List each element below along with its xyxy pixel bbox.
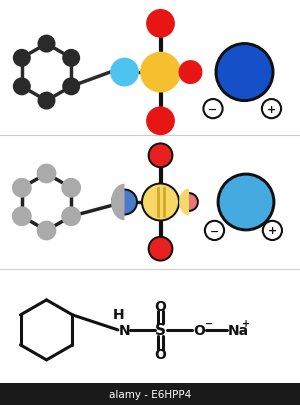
Ellipse shape [37, 164, 56, 184]
Ellipse shape [217, 173, 275, 232]
Ellipse shape [179, 193, 199, 212]
Ellipse shape [150, 145, 171, 167]
Text: H: H [113, 307, 124, 321]
Ellipse shape [150, 238, 171, 260]
Wedge shape [179, 189, 189, 216]
Ellipse shape [12, 179, 32, 198]
Ellipse shape [61, 179, 81, 198]
Text: O: O [154, 347, 166, 361]
Text: −: − [210, 226, 219, 236]
Ellipse shape [218, 46, 272, 100]
Ellipse shape [146, 107, 175, 136]
Ellipse shape [262, 100, 281, 119]
Ellipse shape [205, 221, 224, 241]
Text: N: N [119, 323, 130, 337]
Ellipse shape [178, 61, 203, 85]
Ellipse shape [220, 176, 272, 229]
Ellipse shape [61, 207, 81, 226]
Ellipse shape [148, 236, 173, 262]
Text: −: − [205, 318, 213, 328]
Ellipse shape [13, 50, 31, 68]
Text: alamy - E6HPP4: alamy - E6HPP4 [109, 389, 191, 399]
Ellipse shape [111, 189, 138, 216]
Text: Na: Na [228, 323, 249, 337]
Text: O: O [154, 299, 166, 313]
Ellipse shape [203, 100, 223, 119]
Text: O: O [194, 323, 206, 337]
Ellipse shape [38, 36, 56, 53]
Ellipse shape [110, 59, 139, 87]
Ellipse shape [263, 221, 282, 241]
Ellipse shape [143, 185, 178, 220]
Ellipse shape [62, 50, 80, 68]
Text: +: + [268, 226, 277, 236]
Text: −: − [208, 104, 218, 114]
Ellipse shape [113, 191, 136, 214]
Ellipse shape [62, 78, 80, 96]
Ellipse shape [214, 43, 274, 103]
Text: +: + [242, 318, 250, 328]
Text: S: S [155, 323, 166, 337]
Ellipse shape [38, 92, 56, 110]
Ellipse shape [13, 78, 31, 96]
Wedge shape [111, 184, 124, 221]
Text: +: + [267, 104, 276, 114]
Ellipse shape [141, 183, 180, 222]
Ellipse shape [12, 207, 32, 226]
Ellipse shape [181, 195, 197, 210]
Ellipse shape [148, 143, 173, 169]
Ellipse shape [140, 53, 181, 93]
Ellipse shape [146, 10, 175, 38]
Bar [0, 383, 300, 405]
Ellipse shape [37, 221, 56, 241]
